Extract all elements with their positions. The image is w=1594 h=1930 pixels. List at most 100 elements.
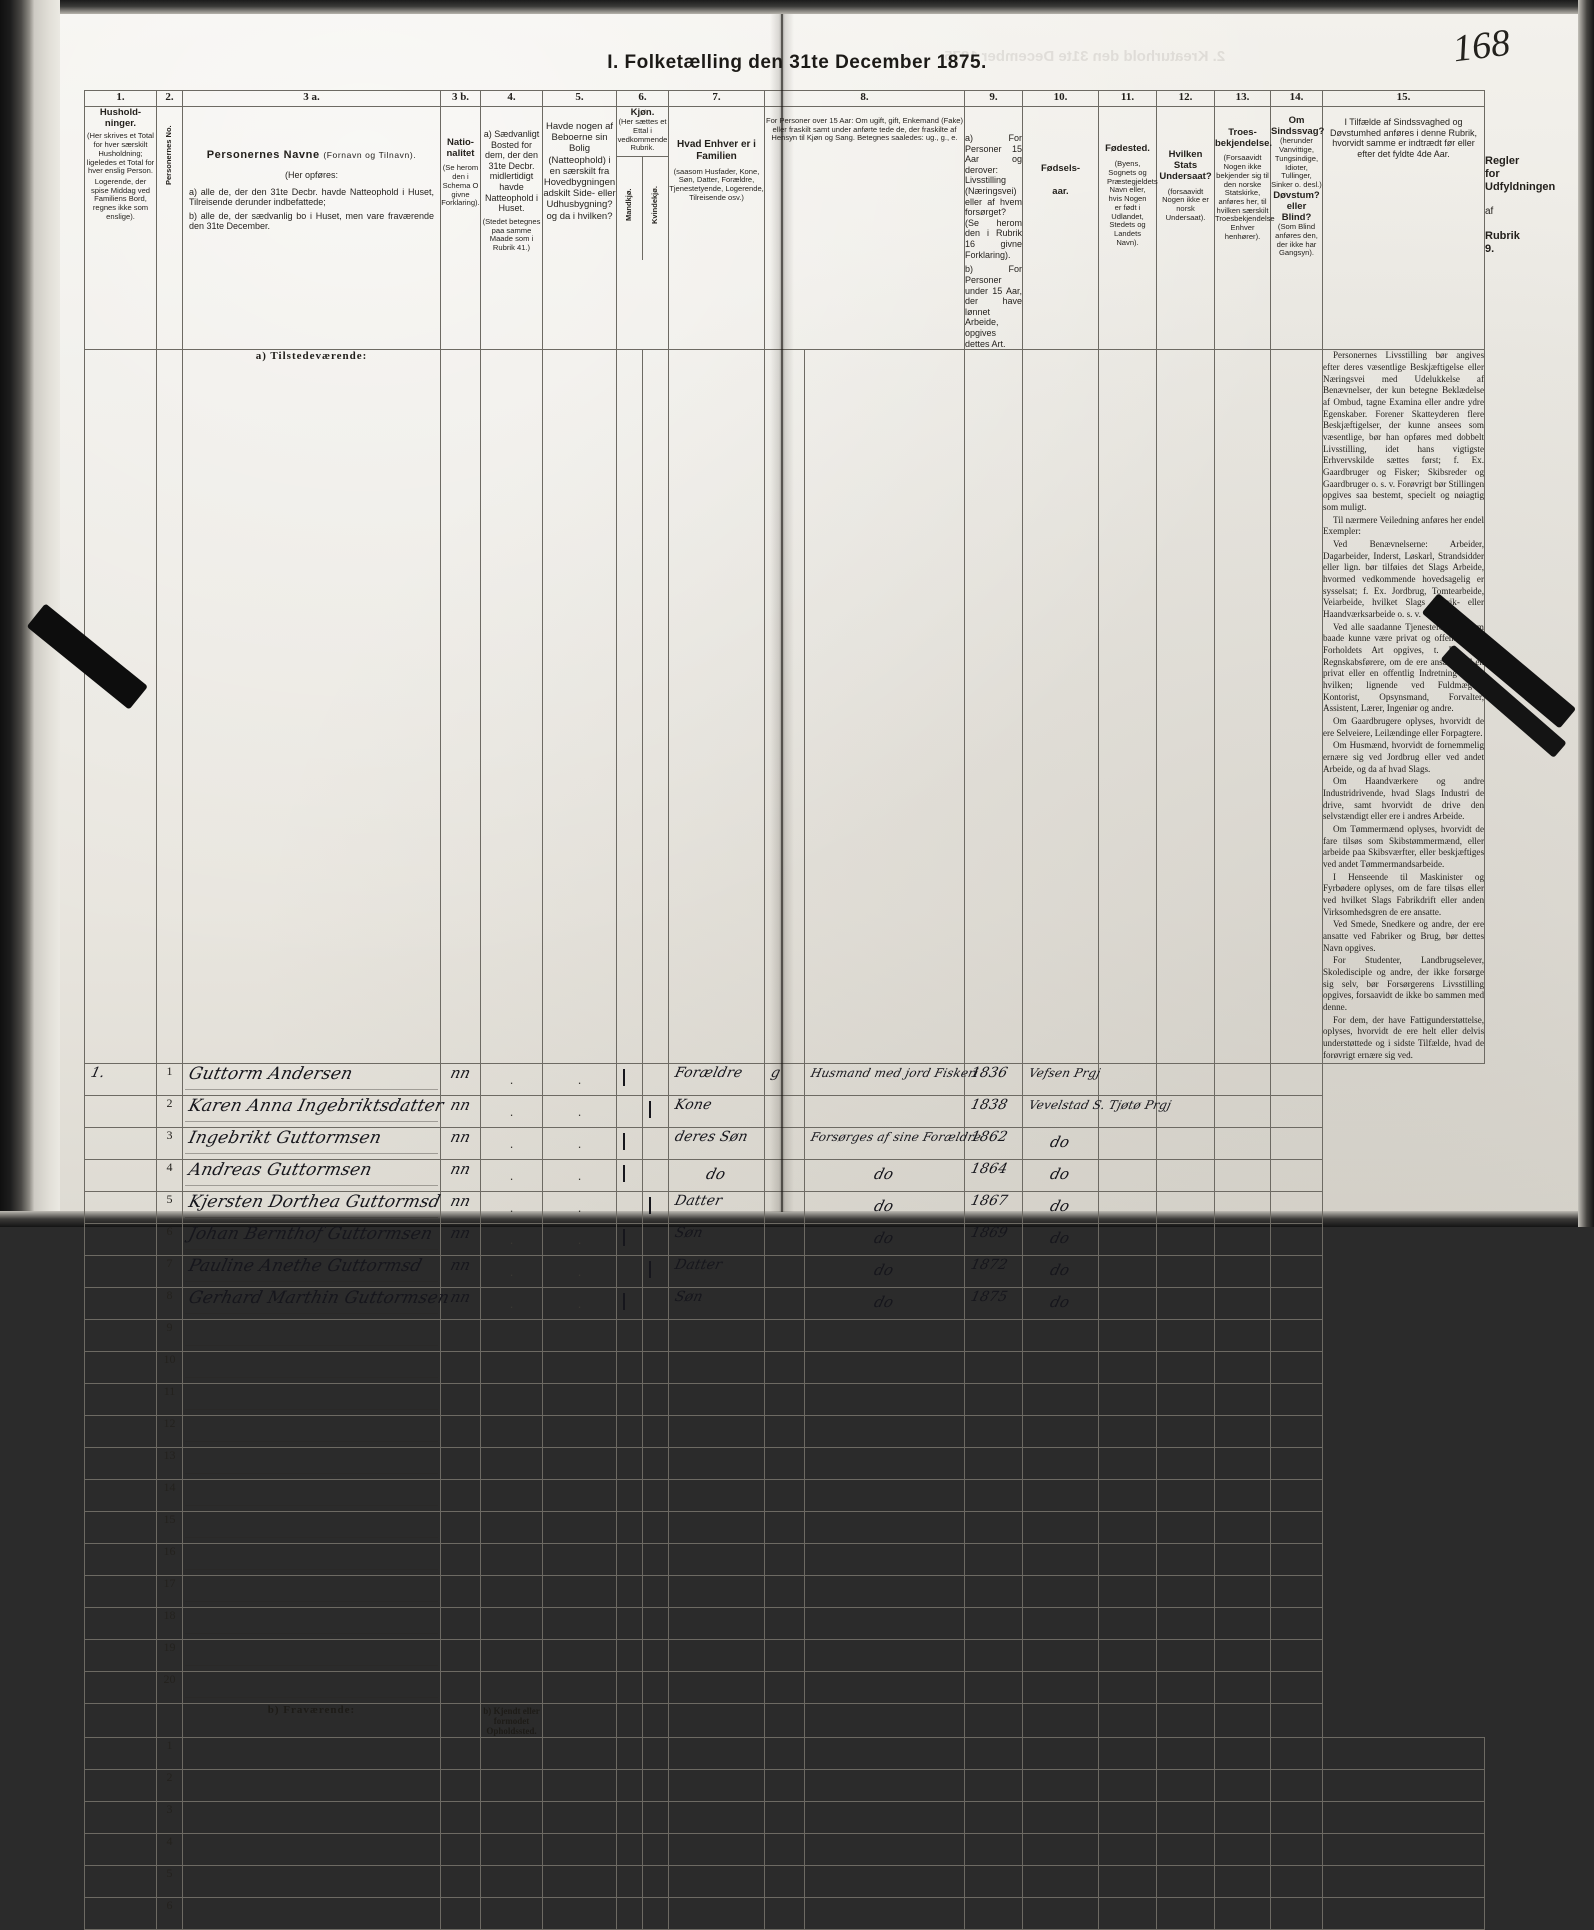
table-cell[interactable] bbox=[480, 1414, 543, 1448]
table-cell[interactable]: do bbox=[804, 1286, 965, 1320]
table-cell[interactable] bbox=[642, 1478, 669, 1512]
table-cell[interactable] bbox=[804, 1446, 965, 1480]
table-cell[interactable] bbox=[1270, 1736, 1323, 1770]
table-row[interactable]: 5 Kjersten Dorthea Guttormsd nn.. Datter do 1… bbox=[84, 1190, 1485, 1224]
table-cell[interactable] bbox=[542, 1478, 617, 1512]
table-cell[interactable] bbox=[84, 1446, 157, 1480]
table-cell[interactable] bbox=[668, 1800, 765, 1834]
table-cell[interactable] bbox=[84, 1864, 157, 1898]
table-cell[interactable] bbox=[1214, 1382, 1271, 1416]
table-cell[interactable] bbox=[642, 1286, 669, 1320]
table-cell[interactable] bbox=[1156, 1350, 1215, 1384]
table-row[interactable]: 3 Ingebrikt Guttormsen nn.. deres Søn Forsør… bbox=[84, 1126, 1485, 1160]
table-cell[interactable] bbox=[84, 1254, 157, 1288]
table-cell[interactable] bbox=[616, 1190, 643, 1224]
name-cell[interactable] bbox=[182, 1478, 441, 1512]
table-cell[interactable] bbox=[542, 1382, 617, 1416]
table-row[interactable]: 15 bbox=[84, 1510, 1485, 1544]
table-cell[interactable] bbox=[1214, 1542, 1271, 1576]
table-cell[interactable] bbox=[542, 1414, 617, 1448]
table-cell[interactable] bbox=[1022, 1318, 1099, 1352]
table-cell[interactable] bbox=[764, 1382, 805, 1416]
table-cell[interactable] bbox=[1156, 1670, 1215, 1704]
table-cell[interactable] bbox=[964, 1736, 1023, 1770]
table-cell[interactable] bbox=[1214, 1062, 1271, 1096]
table-cell[interactable] bbox=[764, 1832, 805, 1866]
table-cell[interactable] bbox=[1214, 1318, 1271, 1352]
table-cell[interactable] bbox=[764, 1446, 805, 1480]
nationality-cell[interactable]: nn bbox=[440, 1062, 481, 1096]
table-cell[interactable] bbox=[668, 1768, 765, 1802]
table-cell[interactable] bbox=[1098, 1094, 1157, 1128]
table-cell[interactable] bbox=[1022, 1832, 1099, 1866]
table-cell[interactable] bbox=[1270, 1222, 1323, 1256]
table-cell[interactable] bbox=[1214, 1222, 1271, 1256]
table-row[interactable]: 16 bbox=[84, 1542, 1485, 1576]
table-cell[interactable] bbox=[1214, 1286, 1271, 1320]
table-cell[interactable] bbox=[964, 1574, 1023, 1608]
name-cell[interactable] bbox=[182, 1350, 441, 1384]
table-cell[interactable] bbox=[642, 1446, 669, 1480]
table-cell[interactable] bbox=[1214, 1768, 1271, 1802]
table-cell[interactable] bbox=[182, 1768, 441, 1802]
table-cell[interactable] bbox=[1098, 1286, 1157, 1320]
table-cell[interactable]: 1862 bbox=[964, 1126, 1023, 1160]
table-cell[interactable] bbox=[84, 1510, 157, 1544]
table-cell[interactable] bbox=[1156, 1126, 1215, 1160]
table-cell[interactable]: . bbox=[480, 1286, 543, 1320]
table-cell[interactable] bbox=[964, 1832, 1023, 1866]
table-cell[interactable] bbox=[84, 1126, 157, 1160]
table-cell[interactable] bbox=[1270, 1896, 1323, 1930]
table-cell[interactable] bbox=[642, 1574, 669, 1608]
table-row[interactable]: 17 bbox=[84, 1574, 1485, 1608]
table-cell[interactable] bbox=[616, 1606, 643, 1640]
table-cell[interactable] bbox=[1156, 1800, 1215, 1834]
table-cell[interactable] bbox=[668, 1414, 765, 1448]
table-cell[interactable] bbox=[1270, 1318, 1323, 1352]
table-cell[interactable] bbox=[1156, 1832, 1215, 1866]
table-cell[interactable] bbox=[440, 1736, 481, 1770]
table-cell[interactable] bbox=[1098, 1062, 1157, 1096]
table-cell[interactable] bbox=[1214, 1254, 1271, 1288]
table-row[interactable]: 8 Gerhard Marthin Guttormsen nn.. Søn do 1875… bbox=[84, 1286, 1485, 1320]
table-cell[interactable] bbox=[616, 1832, 643, 1866]
table-cell[interactable] bbox=[1098, 1800, 1157, 1834]
table-cell[interactable] bbox=[440, 1864, 481, 1898]
table-cell[interactable] bbox=[542, 1832, 617, 1866]
table-cell[interactable] bbox=[480, 1832, 543, 1866]
table-cell[interactable]: . bbox=[480, 1158, 543, 1192]
table-cell[interactable] bbox=[1270, 1062, 1323, 1096]
table-cell[interactable] bbox=[1214, 1800, 1271, 1834]
table-cell[interactable] bbox=[1270, 1832, 1323, 1866]
table-cell[interactable] bbox=[1022, 1510, 1099, 1544]
name-cell[interactable]: Andreas Guttormsen bbox=[182, 1158, 441, 1192]
table-cell[interactable] bbox=[84, 1190, 157, 1224]
table-cell[interactable]: . bbox=[542, 1062, 617, 1096]
table-cell[interactable] bbox=[182, 1736, 441, 1770]
nationality-cell[interactable] bbox=[440, 1510, 481, 1544]
table-cell[interactable] bbox=[764, 1414, 805, 1448]
table-row[interactable]: 2 bbox=[84, 1768, 1485, 1802]
table-cell[interactable] bbox=[1214, 1414, 1271, 1448]
table-row[interactable]: 6 Johan Bernthof Guttormsen nn.. Søn do 1869 d… bbox=[84, 1222, 1485, 1256]
table-row[interactable]: 20 bbox=[84, 1670, 1485, 1704]
table-cell[interactable] bbox=[1022, 1800, 1099, 1834]
table-cell[interactable] bbox=[764, 1286, 805, 1320]
table-cell[interactable] bbox=[642, 1670, 669, 1704]
name-cell[interactable] bbox=[182, 1542, 441, 1576]
table-cell[interactable]: . bbox=[480, 1126, 543, 1160]
table-cell[interactable] bbox=[804, 1864, 965, 1898]
table-cell[interactable] bbox=[804, 1350, 965, 1384]
table-cell[interactable] bbox=[764, 1126, 805, 1160]
nationality-cell[interactable] bbox=[440, 1478, 481, 1512]
table-cell[interactable] bbox=[616, 1254, 643, 1288]
table-cell[interactable]: Kone bbox=[668, 1094, 765, 1128]
table-cell[interactable] bbox=[964, 1864, 1023, 1898]
table-cell[interactable] bbox=[1098, 1382, 1157, 1416]
nationality-cell[interactable] bbox=[440, 1414, 481, 1448]
table-cell[interactable] bbox=[964, 1606, 1023, 1640]
table-cell[interactable] bbox=[84, 1800, 157, 1834]
table-cell[interactable] bbox=[668, 1446, 765, 1480]
table-cell[interactable] bbox=[964, 1800, 1023, 1834]
table-cell[interactable]: 1836 bbox=[964, 1062, 1023, 1096]
